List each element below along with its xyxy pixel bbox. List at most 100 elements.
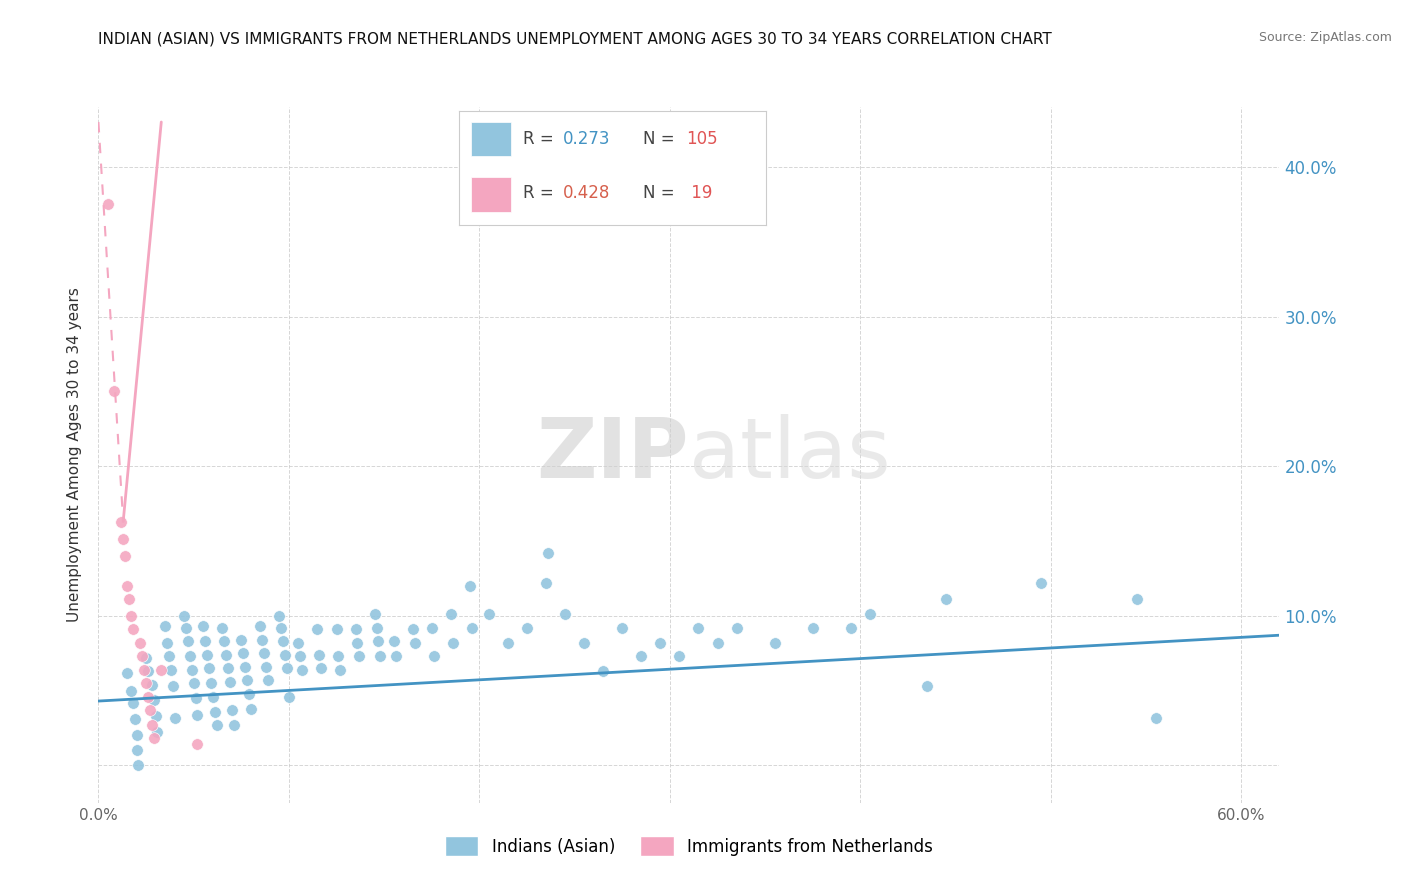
- Point: [193, 619, 215, 633]
- Point: [801, 621, 824, 635]
- Point: [174, 621, 197, 635]
- Text: atlas: atlas: [689, 415, 890, 495]
- Point: [257, 673, 280, 687]
- Point: [1144, 710, 1167, 724]
- Point: [121, 696, 143, 710]
- Point: [150, 663, 173, 677]
- Legend: Indians (Asian), Immigrants from Netherlands: Indians (Asian), Immigrants from Netherl…: [437, 828, 941, 864]
- Point: [218, 674, 240, 689]
- Point: [271, 634, 294, 648]
- Point: [328, 649, 350, 664]
- Point: [346, 636, 368, 650]
- Point: [329, 663, 352, 677]
- Point: [1125, 592, 1147, 607]
- Point: [103, 384, 125, 399]
- Point: [325, 622, 347, 636]
- Point: [839, 621, 862, 635]
- Point: [120, 683, 142, 698]
- Text: INDIAN (ASIAN) VS IMMIGRANTS FROM NETHERLANDS UNEMPLOYMENT AMONG AGES 30 TO 34 Y: INDIAN (ASIAN) VS IMMIGRANTS FROM NETHER…: [98, 31, 1052, 46]
- Point: [233, 659, 256, 673]
- Point: [252, 632, 274, 647]
- Point: [308, 648, 330, 662]
- Point: [458, 579, 481, 593]
- Point: [291, 663, 314, 677]
- Point: [763, 636, 786, 650]
- Point: [195, 648, 218, 662]
- Point: [1031, 575, 1053, 590]
- Point: [367, 634, 389, 648]
- Point: [630, 649, 652, 664]
- Point: [363, 607, 385, 622]
- Point: [159, 663, 181, 677]
- Point: [274, 648, 297, 662]
- Point: [441, 636, 464, 650]
- Point: [650, 636, 672, 650]
- Point: [153, 619, 176, 633]
- Point: [179, 649, 201, 664]
- Point: [668, 649, 690, 664]
- Point: [204, 705, 226, 719]
- Point: [496, 636, 519, 650]
- Point: [307, 622, 329, 636]
- Point: [139, 703, 162, 717]
- Point: [215, 648, 238, 662]
- Point: [253, 646, 276, 660]
- Point: [420, 621, 443, 635]
- Text: ZIP: ZIP: [537, 415, 689, 495]
- Point: [222, 718, 245, 732]
- Point: [212, 634, 235, 648]
- Point: [554, 607, 576, 622]
- Point: [239, 701, 262, 715]
- Point: [211, 621, 233, 635]
- Point: [706, 636, 728, 650]
- Point: [344, 622, 367, 636]
- Point: [112, 533, 135, 547]
- Point: [572, 636, 595, 650]
- Point: [124, 712, 146, 726]
- Point: [915, 679, 938, 693]
- Point: [194, 634, 217, 648]
- Point: [366, 621, 388, 635]
- Point: [141, 718, 163, 732]
- Point: [422, 649, 444, 664]
- Point: [461, 621, 484, 635]
- Point: [859, 607, 882, 622]
- Point: [136, 664, 159, 678]
- Point: [186, 707, 208, 722]
- Point: [269, 608, 291, 623]
- Point: [115, 665, 138, 680]
- Point: [142, 731, 165, 746]
- Point: [162, 679, 184, 693]
- Point: [238, 687, 260, 701]
- Point: [129, 636, 152, 650]
- Point: [516, 621, 538, 635]
- Point: [277, 690, 299, 704]
- Point: [163, 710, 186, 724]
- Point: [110, 515, 132, 529]
- Point: [311, 661, 333, 675]
- Point: [131, 649, 153, 664]
- Point: [127, 758, 149, 772]
- Point: [142, 692, 165, 706]
- Point: [478, 607, 501, 622]
- Point: [135, 650, 157, 665]
- Point: [136, 690, 159, 704]
- Point: [177, 634, 200, 648]
- Point: [404, 636, 426, 650]
- Point: [184, 691, 207, 706]
- Point: [186, 738, 208, 752]
- Point: [183, 676, 205, 690]
- Point: [592, 664, 614, 678]
- Point: [537, 546, 560, 560]
- Point: [236, 673, 259, 687]
- Point: [935, 592, 957, 607]
- Point: [200, 676, 222, 690]
- Point: [134, 663, 156, 677]
- Point: [688, 621, 710, 635]
- Point: [440, 607, 463, 622]
- Point: [115, 579, 138, 593]
- Point: [612, 621, 634, 635]
- Point: [276, 661, 298, 675]
- Point: [349, 649, 371, 664]
- Point: [249, 619, 271, 633]
